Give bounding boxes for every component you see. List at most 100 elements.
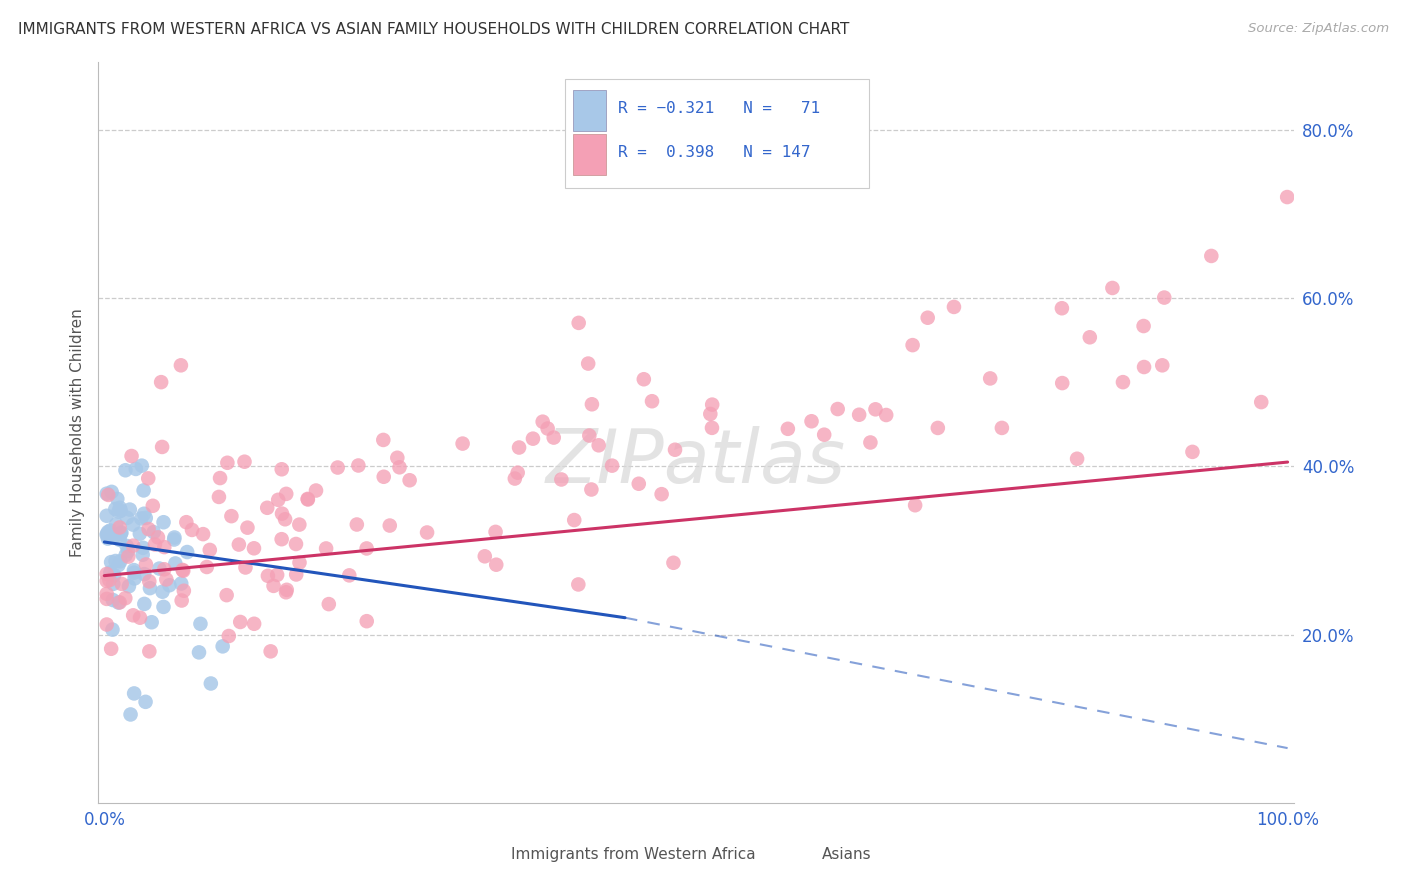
Point <box>270 532 292 546</box>
Point <box>259 644 281 658</box>
Point <box>827 402 849 417</box>
Point <box>699 407 721 421</box>
Point <box>122 539 145 553</box>
Point <box>98 573 121 587</box>
Point <box>96 591 118 606</box>
Point <box>875 408 897 422</box>
Point <box>1133 359 1156 374</box>
Point <box>172 564 194 578</box>
Point <box>120 707 142 722</box>
Point <box>1050 301 1073 316</box>
Point <box>567 577 589 591</box>
Point <box>100 641 122 656</box>
Point <box>1201 249 1223 263</box>
Point <box>105 491 128 506</box>
Point <box>139 581 162 595</box>
Point <box>122 608 145 623</box>
Point <box>190 616 212 631</box>
Point <box>1078 330 1101 344</box>
Point <box>152 515 174 529</box>
Point <box>96 528 118 542</box>
Point <box>901 338 924 352</box>
Point <box>153 540 176 554</box>
Point <box>633 372 655 386</box>
Point <box>537 421 560 435</box>
Point <box>107 596 129 610</box>
Point <box>776 422 799 436</box>
Point <box>195 560 218 574</box>
Point <box>208 490 231 504</box>
Point <box>108 595 131 609</box>
Point <box>373 433 395 447</box>
Point <box>702 398 724 412</box>
Point <box>200 676 222 690</box>
Point <box>228 537 250 551</box>
Point <box>388 460 411 475</box>
Point <box>1181 445 1204 459</box>
Point <box>132 483 155 498</box>
Point <box>297 492 319 507</box>
Point <box>96 508 118 523</box>
Point <box>132 541 155 555</box>
Point <box>484 524 506 539</box>
Point <box>485 558 508 572</box>
Point <box>101 527 124 541</box>
Point <box>651 487 673 501</box>
Point <box>917 310 939 325</box>
Point <box>115 511 138 525</box>
Point <box>153 562 176 576</box>
Point <box>581 397 603 411</box>
Point <box>664 442 686 457</box>
Point <box>141 615 163 630</box>
Point <box>416 525 439 540</box>
Point <box>1132 319 1154 334</box>
Point <box>274 585 297 599</box>
Point <box>315 541 337 556</box>
Point <box>800 414 823 428</box>
Point <box>108 500 131 515</box>
Point <box>100 555 122 569</box>
Point <box>129 610 152 624</box>
Point <box>326 460 349 475</box>
Bar <box>572 90 606 130</box>
Point <box>142 499 165 513</box>
Point <box>522 432 544 446</box>
Point <box>865 402 887 417</box>
Point <box>398 473 420 487</box>
Point <box>1152 359 1174 373</box>
Text: R =  0.398   N = 147: R = 0.398 N = 147 <box>619 145 811 161</box>
Point <box>132 507 155 521</box>
Point <box>256 500 278 515</box>
Point <box>110 554 132 568</box>
Point <box>356 541 378 556</box>
Point <box>148 561 170 575</box>
Point <box>243 541 266 556</box>
Point <box>96 527 118 541</box>
Point <box>318 597 340 611</box>
Point <box>257 569 280 583</box>
Point <box>859 435 882 450</box>
Point <box>221 509 243 524</box>
Point <box>122 517 145 532</box>
Point <box>103 576 125 591</box>
Point <box>942 300 965 314</box>
Point <box>271 507 294 521</box>
Point <box>150 440 173 454</box>
Point <box>588 438 610 452</box>
Point <box>128 526 150 541</box>
Point <box>124 571 146 585</box>
Point <box>104 554 127 568</box>
Point <box>229 615 252 629</box>
Point <box>114 591 136 606</box>
Point <box>550 473 572 487</box>
Point <box>138 522 160 536</box>
Point <box>506 466 529 480</box>
Bar <box>786 841 811 870</box>
Point <box>503 471 526 485</box>
Point <box>117 549 139 564</box>
Point <box>700 421 723 435</box>
Point <box>96 566 118 581</box>
Point <box>337 568 360 582</box>
Point <box>96 587 118 601</box>
Point <box>173 583 195 598</box>
